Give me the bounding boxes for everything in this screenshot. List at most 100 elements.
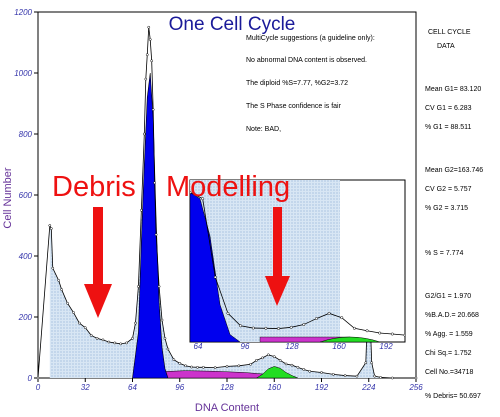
- inset-x-tick-label: 128: [285, 342, 299, 351]
- inset-histogram-line: [190, 192, 405, 336]
- histogram-point: [51, 266, 55, 270]
- inset-histogram-point: [365, 329, 369, 333]
- x-tick-label: 160: [268, 383, 282, 392]
- y-tick-label: 1000: [14, 69, 32, 78]
- histogram-point: [379, 376, 382, 379]
- inset-histogram-point: [201, 197, 205, 201]
- histogram-point: [48, 224, 52, 227]
- inset-histogram-point: [226, 311, 230, 315]
- stat-pct-s: % S = 7.774: [425, 250, 463, 257]
- histogram-point: [49, 227, 53, 230]
- x-tick-label: 256: [408, 383, 423, 392]
- histogram-point: [125, 341, 128, 345]
- histogram-point: [364, 361, 368, 365]
- y-tick-label: 800: [19, 130, 33, 139]
- histogram-point: [202, 365, 205, 369]
- histogram-point: [343, 374, 347, 377]
- inset-g2-peak-area: [319, 336, 381, 342]
- arrow-debris: [84, 207, 112, 318]
- x-tick-label: 64: [128, 383, 137, 392]
- inset-histogram-point: [340, 316, 344, 320]
- stat-chisq: Chi Sq.= 1.752: [425, 350, 472, 357]
- histogram-point: [60, 288, 63, 291]
- histogram-point: [196, 365, 199, 369]
- histogram-point: [320, 371, 323, 374]
- histogram-point: [284, 362, 288, 366]
- histogram-point: [163, 337, 167, 340]
- y-tick-label: 1200: [14, 8, 32, 17]
- inset-x-tick-label: 192: [379, 342, 393, 351]
- stat-cv-g1: CV G1 = 6.283: [425, 105, 472, 112]
- inset-histogram-point: [315, 317, 318, 321]
- histogram-point: [261, 356, 264, 360]
- note-line-2: No abnormal DNA content is observed.: [246, 57, 367, 64]
- histogram-point: [137, 285, 140, 288]
- histogram-point: [355, 374, 359, 378]
- inset-histogram-point: [327, 311, 331, 315]
- x-tick-label: 128: [220, 383, 234, 392]
- inset-x-tick-label: 64: [194, 342, 203, 351]
- histogram-point: [184, 364, 188, 368]
- inset-histogram-point: [352, 326, 356, 330]
- stat-pct-g2: % G2 = 3.715: [425, 205, 468, 212]
- histogram-point: [331, 372, 335, 376]
- histogram-point: [142, 132, 146, 136]
- histogram-point: [83, 326, 87, 330]
- inset-zoom-panel: 64 96 128 160 192: [189, 179, 406, 351]
- inset-histogram-point: [378, 331, 382, 335]
- x-tick-label: 224: [361, 383, 376, 392]
- histogram-point: [166, 347, 170, 351]
- histogram-point: [255, 358, 258, 362]
- histogram-point: [151, 108, 155, 111]
- histogram-point: [370, 361, 374, 365]
- x-tick-label: 96: [175, 383, 184, 392]
- y-axis-title: Cell Number: [2, 167, 14, 228]
- y-tick-label: 200: [18, 313, 33, 322]
- chart-title: One Cell Cycle: [169, 14, 296, 35]
- inset-histogram-point: [302, 323, 306, 327]
- histogram-point: [36, 376, 40, 380]
- histogram-point: [119, 342, 123, 346]
- note-line-3: The diploid %S=7.77, %G2=3.72: [246, 80, 348, 87]
- inset-histogram-point: [213, 275, 217, 279]
- y-tick-label: 400: [19, 252, 33, 261]
- histogram-point: [150, 59, 154, 63]
- histogram-point: [290, 363, 294, 367]
- x-tick-label: 32: [81, 383, 90, 392]
- annotation-modelling: Modelling: [166, 171, 290, 203]
- note-line-4: The S Phase confidence is fair: [246, 103, 342, 110]
- stat-agg: % Agg. = 1.559: [425, 331, 473, 338]
- histogram-point: [72, 311, 75, 314]
- annotation-debris: Debris: [52, 171, 136, 203]
- inset-histogram-point: [190, 191, 192, 194]
- histogram-point: [272, 355, 276, 358]
- stat-cellno: Cell No.=34718: [425, 369, 474, 376]
- stat-mean-g2: Mean G2=163.746: [425, 167, 483, 174]
- histogram-point: [302, 368, 306, 371]
- histogram-point: [89, 333, 93, 337]
- stat-g2g1: G2/G1 = 1.970: [425, 293, 471, 300]
- inset-histogram-point: [403, 333, 405, 337]
- histogram-point: [147, 25, 151, 29]
- inset-histogram-point: [277, 327, 280, 330]
- histogram-point: [95, 337, 99, 340]
- histogram-point: [213, 366, 217, 369]
- histogram-point: [391, 376, 394, 380]
- histogram-point: [278, 358, 282, 362]
- histogram-point: [134, 321, 137, 325]
- histogram-point: [225, 365, 229, 368]
- histogram-point: [57, 279, 61, 282]
- stat-cv-g2: CV G2 = 5.757: [425, 186, 472, 193]
- g2-peak-area: [255, 366, 298, 379]
- histogram-point: [157, 285, 161, 288]
- histogram-point: [249, 362, 252, 366]
- inset-x-tick-label: 160: [332, 342, 346, 351]
- histogram-point: [107, 340, 111, 344]
- x-axis-title: DNA Content: [195, 402, 259, 414]
- x-tick-label: 0: [36, 383, 41, 392]
- arrow-modelling: [265, 207, 290, 306]
- y-tick-label: 600: [19, 191, 33, 200]
- y-tick-label: 0: [28, 374, 33, 383]
- inset-x-tick-label: 96: [241, 342, 250, 351]
